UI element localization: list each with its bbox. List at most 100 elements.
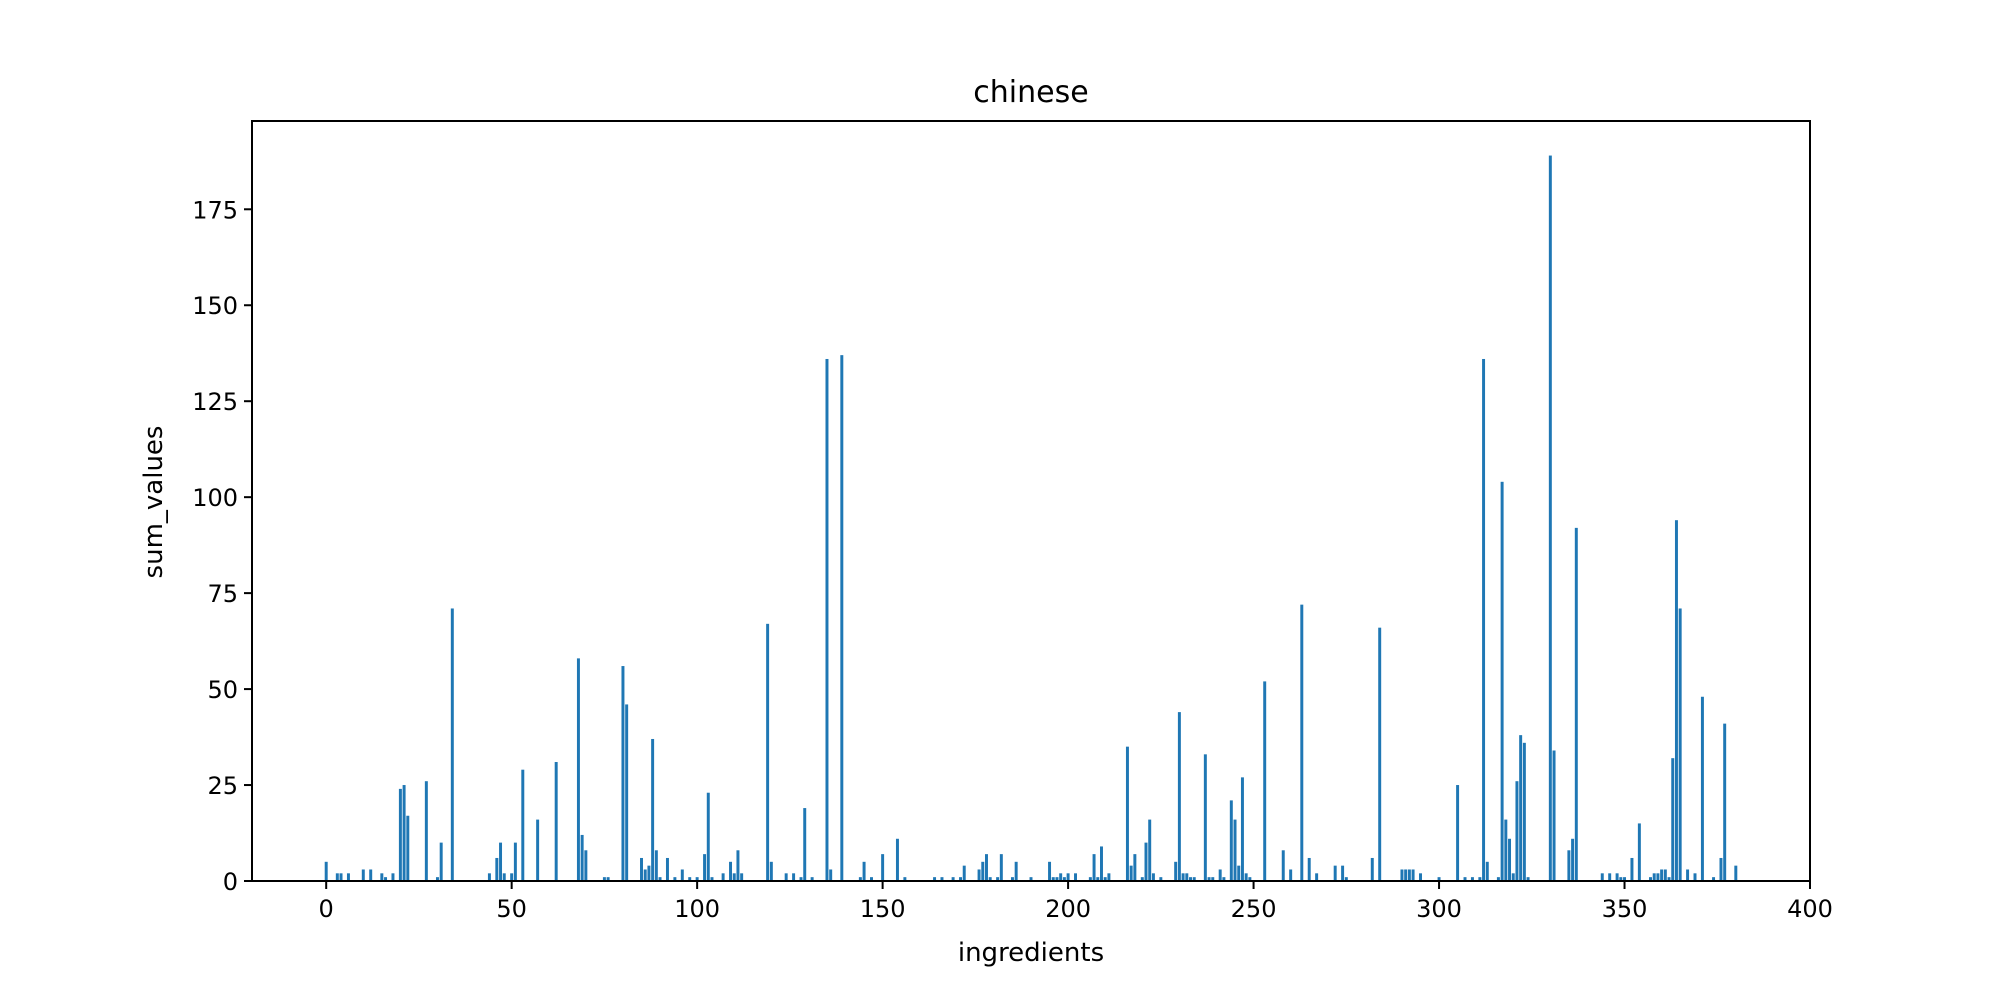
x-tick-label: 50 bbox=[496, 895, 527, 923]
bar bbox=[1048, 861, 1052, 881]
bar bbox=[1723, 723, 1727, 881]
bar bbox=[658, 877, 662, 881]
bar bbox=[1419, 873, 1422, 881]
y-tick-label: 75 bbox=[207, 580, 238, 608]
bar bbox=[651, 738, 655, 881]
bar bbox=[621, 666, 625, 881]
x-tick-label: 250 bbox=[1231, 895, 1277, 923]
bar bbox=[962, 865, 966, 881]
bar bbox=[870, 877, 873, 881]
bar bbox=[1129, 865, 1133, 881]
bar bbox=[903, 877, 907, 881]
bar bbox=[1289, 869, 1293, 881]
bar bbox=[673, 877, 677, 881]
bar bbox=[988, 877, 992, 881]
bar bbox=[1333, 865, 1337, 881]
bar bbox=[1174, 861, 1178, 881]
bar bbox=[999, 854, 1003, 881]
bar bbox=[398, 788, 402, 881]
bar bbox=[1263, 681, 1267, 881]
bar bbox=[1508, 838, 1512, 881]
bar bbox=[1463, 877, 1467, 881]
bar bbox=[1103, 877, 1107, 881]
bar bbox=[502, 873, 506, 881]
bar bbox=[1029, 877, 1033, 881]
bar bbox=[1411, 869, 1415, 881]
bar bbox=[1300, 604, 1304, 881]
bar bbox=[1211, 877, 1215, 881]
bar bbox=[769, 861, 773, 881]
bar bbox=[1526, 877, 1530, 881]
x-tick-label: 200 bbox=[1045, 895, 1091, 923]
bar bbox=[369, 869, 373, 881]
bar bbox=[391, 873, 395, 881]
bar bbox=[1014, 861, 1018, 881]
bar bbox=[1678, 608, 1682, 881]
bar bbox=[1281, 850, 1285, 881]
bar bbox=[1456, 785, 1460, 881]
bar bbox=[803, 808, 807, 881]
y-axis-label: sum_values bbox=[139, 426, 169, 579]
bar bbox=[602, 877, 606, 881]
bar bbox=[1092, 854, 1096, 881]
bar bbox=[402, 785, 406, 881]
bar bbox=[1567, 850, 1571, 881]
bar bbox=[1734, 865, 1738, 881]
bar bbox=[584, 850, 588, 881]
bar bbox=[1407, 869, 1411, 881]
bar bbox=[1133, 854, 1137, 881]
bar bbox=[1400, 869, 1404, 881]
y-tick-label: 150 bbox=[192, 292, 238, 320]
bar bbox=[1315, 873, 1319, 881]
y-tick-label: 0 bbox=[223, 868, 238, 896]
bar bbox=[1378, 627, 1382, 881]
bar bbox=[346, 873, 350, 881]
bar bbox=[1552, 750, 1556, 881]
bar bbox=[1574, 527, 1578, 881]
bar bbox=[1370, 857, 1374, 881]
bar bbox=[499, 842, 503, 881]
bar bbox=[1660, 869, 1664, 881]
bar bbox=[1600, 873, 1604, 881]
bar bbox=[1667, 877, 1671, 881]
bar bbox=[1719, 857, 1723, 881]
bar bbox=[1341, 865, 1345, 881]
x-tick-label: 0 bbox=[319, 895, 334, 923]
x-tick-label: 300 bbox=[1416, 895, 1462, 923]
bar bbox=[996, 877, 1000, 881]
bar bbox=[576, 658, 580, 881]
bar bbox=[1203, 754, 1207, 881]
x-tick-label: 350 bbox=[1602, 895, 1648, 923]
bar bbox=[1244, 873, 1248, 881]
bar bbox=[1656, 873, 1660, 881]
bar bbox=[1177, 712, 1181, 881]
bar bbox=[361, 869, 365, 881]
bar bbox=[1107, 873, 1111, 881]
bar bbox=[521, 769, 525, 881]
bar bbox=[1674, 520, 1678, 881]
bar bbox=[1144, 842, 1148, 881]
bar bbox=[1663, 869, 1667, 881]
bar bbox=[1125, 746, 1129, 881]
y-tick-label: 50 bbox=[207, 676, 238, 704]
bar bbox=[1548, 155, 1552, 882]
bar bbox=[1515, 781, 1519, 881]
bar bbox=[439, 842, 443, 881]
bar bbox=[1248, 877, 1252, 881]
bar bbox=[1478, 877, 1482, 881]
bar bbox=[784, 873, 788, 881]
bar bbox=[1096, 877, 1100, 881]
bar bbox=[1100, 846, 1103, 881]
bar bbox=[1482, 358, 1486, 882]
bar bbox=[536, 819, 540, 881]
bar bbox=[1088, 877, 1092, 881]
y-tick-label: 125 bbox=[192, 388, 238, 416]
bar bbox=[1615, 873, 1619, 881]
bar bbox=[1619, 877, 1623, 881]
bar bbox=[1511, 873, 1515, 881]
bar bbox=[1055, 877, 1059, 881]
bar bbox=[1062, 877, 1066, 881]
bar bbox=[665, 857, 669, 881]
bar bbox=[510, 873, 514, 881]
bar bbox=[710, 877, 714, 881]
